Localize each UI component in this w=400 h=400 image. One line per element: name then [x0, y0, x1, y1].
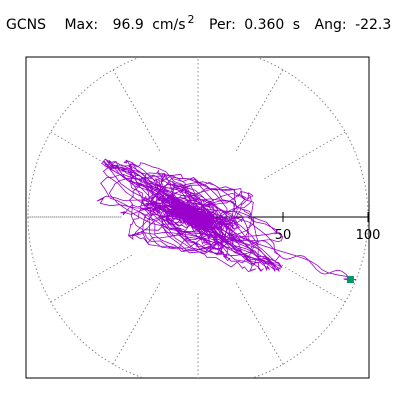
- radial-tick-label-100: 100: [356, 228, 381, 243]
- max-unit-exponent: 2: [187, 13, 195, 26]
- grid-spoke-60: [235, 69, 284, 151]
- grid-spoke-120: [112, 69, 161, 151]
- angle-label: Ang:: [314, 17, 347, 33]
- station-code: GCNS: [6, 17, 46, 33]
- max-unit: cm/s: [152, 17, 186, 33]
- grid-spoke-30: [264, 131, 346, 180]
- peak-marker: [346, 276, 354, 284]
- period-unit: s: [292, 17, 301, 33]
- max-value: 96.9: [112, 17, 144, 33]
- chart-title-bar: GCNS Max: 96.9 cm/s 2 Per: 0.360 s Ang: -…: [6, 13, 392, 33]
- max-label: Max:: [64, 17, 99, 33]
- peak-marker-group: [346, 276, 354, 284]
- orbit-path: [96, 158, 357, 280]
- grid-spoke-300: [235, 283, 284, 365]
- angle-value: -22.3: [355, 17, 392, 33]
- period-label: Per:: [209, 17, 236, 33]
- period-value: 0.360: [244, 17, 285, 33]
- grid-spoke-210: [50, 254, 132, 303]
- grid-spoke-150: [50, 131, 132, 180]
- radial-tick-label-50: 50: [275, 228, 292, 243]
- grid-spoke-240: [112, 283, 161, 365]
- orbit-trace: [96, 158, 357, 280]
- radial-axis: 50 100: [198, 212, 380, 243]
